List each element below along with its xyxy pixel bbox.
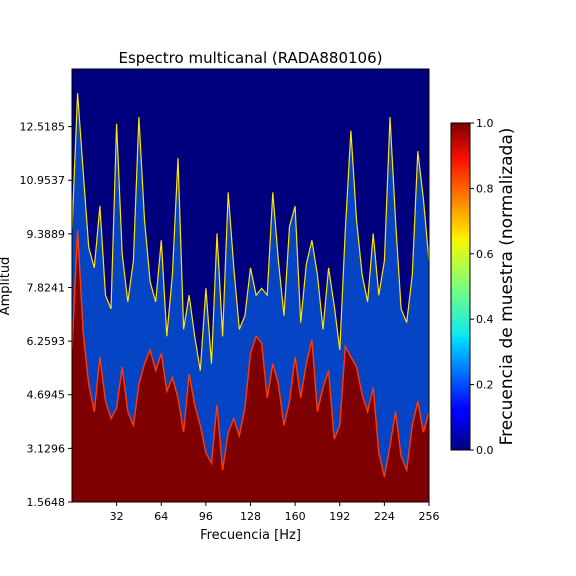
- colorbar-tick-label: 0.4: [476, 313, 494, 326]
- x-tick-label: 224: [374, 510, 395, 523]
- peak-edge-line: [72, 92, 429, 371]
- y-tick-label: 9.3889: [27, 228, 66, 241]
- x-tick-label: 160: [285, 510, 306, 523]
- x-tick-label: 64: [154, 510, 168, 523]
- saturated-region: [72, 230, 429, 502]
- heatmap-layer: [72, 92, 429, 502]
- x-axis-label: Frecuencia [Hz]: [200, 528, 301, 543]
- y-tick-label: 7.8241: [27, 281, 66, 294]
- x-tick-label: 256: [419, 510, 440, 523]
- x-tick-label: 192: [329, 510, 350, 523]
- x-tick-label: 128: [240, 510, 261, 523]
- y-tick-label: 4.6945: [27, 389, 66, 402]
- colorbar-axis: 0.0 0.2 0.4 0.6 0.8 1.0: [470, 117, 494, 457]
- y-tick-label: 1.5648: [27, 496, 66, 509]
- x-tick-label: 32: [110, 510, 124, 523]
- x-tick-label: 96: [199, 510, 213, 523]
- colorbar-tick-label: 1.0: [476, 117, 494, 130]
- colorbar-label: Frecuencia de muestra (normalizada): [497, 128, 517, 446]
- saturation-edge-line: [72, 230, 429, 477]
- y-axis: 1.5648 3.1296 4.6945 6.2593 7.8241 9.3889 10.9…: [20, 121, 72, 509]
- y-tick-label: 3.1296: [27, 442, 66, 455]
- chart-title: Espectro multicanal (RADA880106): [119, 49, 383, 67]
- y-tick-label: 10.9537: [20, 174, 66, 187]
- colorbar-tick-label: 0.0: [476, 444, 494, 457]
- y-tick-label: 6.2593: [27, 335, 66, 348]
- colorbar-tick-label: 0.8: [476, 182, 494, 195]
- colorbar: [450, 122, 471, 451]
- colorbar-tick-label: 0.6: [476, 248, 494, 261]
- colorbar-tick-label: 0.2: [476, 379, 494, 392]
- y-axis-label: Amplitud: [0, 257, 13, 316]
- y-tick-label: 12.5185: [20, 121, 66, 134]
- x-axis: 32 64 96 128 160 192 224 256: [110, 502, 440, 523]
